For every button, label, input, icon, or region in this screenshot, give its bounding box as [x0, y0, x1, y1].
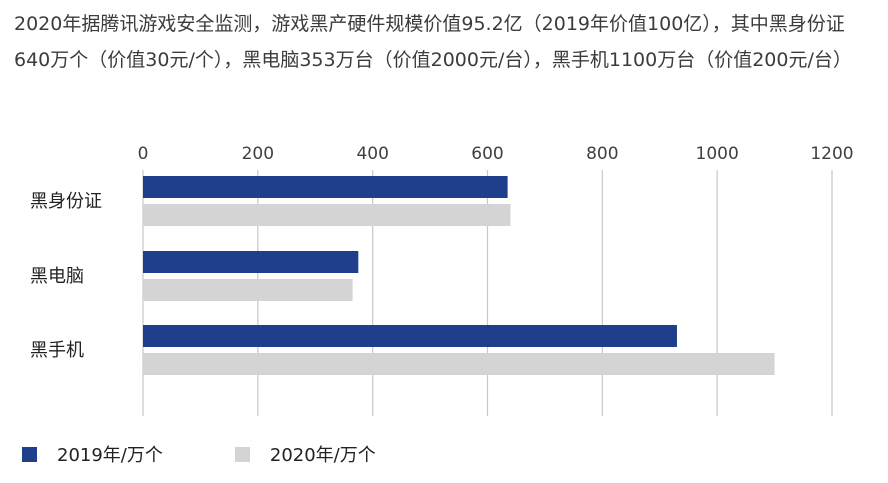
legend: 2019年/万个 2020年/万个: [22, 441, 448, 467]
legend-label-2019: 2019年/万个: [57, 445, 163, 466]
chart-title: 2020年据腾讯游戏安全监测，游戏黑产硬件规模价值95.2亿（2019年价值10…: [14, 13, 852, 71]
x-tick-label: 800: [586, 144, 618, 164]
bar-2020-0: [143, 204, 511, 226]
legend-item-2019: 2019年/万个: [22, 441, 163, 467]
legend-label-2020: 2020年/万个: [269, 445, 376, 466]
legend-swatch-2020: [234, 446, 250, 462]
category-label: 黑电脑: [30, 266, 84, 287]
bar-2020-2: [143, 353, 775, 375]
x-tick-label: 0: [138, 144, 149, 164]
x-tick-label: 400: [356, 144, 388, 164]
bar-2020-1: [143, 279, 353, 301]
x-tick-label: 1000: [696, 144, 739, 164]
category-label: 黑手机: [30, 340, 84, 361]
bars: [143, 176, 775, 375]
bar-2019-0: [143, 176, 508, 198]
x-tick-label: 1200: [810, 144, 853, 164]
x-tick-label: 200: [242, 144, 274, 164]
category-label: 黑身份证: [30, 191, 102, 212]
x-tick-label: 600: [471, 144, 503, 164]
bar-2019-1: [143, 251, 359, 273]
bar-2019-2: [143, 325, 677, 347]
legend-item-2020: 2020年/万个: [234, 441, 376, 467]
x-axis-tick-labels: 0 200 400 600 800 1000 1200: [138, 144, 854, 164]
legend-swatch-2019: [22, 446, 37, 462]
